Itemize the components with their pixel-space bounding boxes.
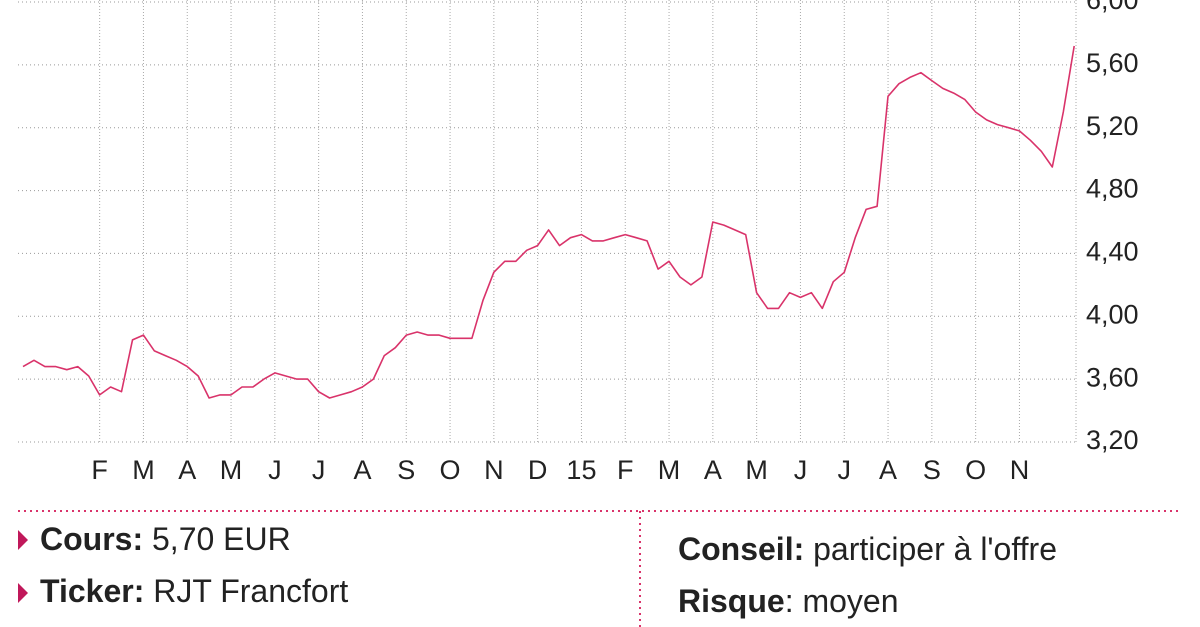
- y-tick-label: 4,40: [1086, 237, 1139, 267]
- x-tick-label: F: [617, 455, 634, 485]
- x-tick-label: J: [312, 455, 326, 485]
- x-tick-label: S: [923, 455, 941, 485]
- y-tick-label: 5,20: [1086, 111, 1139, 141]
- bullet: [18, 530, 28, 550]
- info-label: Cours:: [40, 521, 143, 557]
- y-tick-label: 3,20: [1086, 425, 1139, 455]
- info-row: Cours: 5,70 EUR: [40, 521, 291, 557]
- y-tick-label: 5,60: [1086, 48, 1139, 78]
- x-tick-label: J: [794, 455, 808, 485]
- bullet: [18, 583, 28, 603]
- x-tick-label: J: [838, 455, 852, 485]
- info-row: Ticker: RJT Francfort: [40, 573, 348, 609]
- x-tick-label: M: [132, 455, 155, 485]
- y-tick-label: 6,00: [1086, 0, 1139, 15]
- x-tick-label: N: [1010, 455, 1030, 485]
- x-tick-label: N: [484, 455, 504, 485]
- x-tick-label: A: [704, 455, 722, 485]
- info-label: Ticker:: [40, 573, 144, 609]
- info-row: Risque: moyen: [678, 583, 899, 619]
- info-row: Conseil: participer à l'offre: [678, 531, 1057, 567]
- info-label: Risque: [678, 583, 785, 619]
- x-tick-label: M: [658, 455, 681, 485]
- x-tick-label: S: [397, 455, 415, 485]
- x-tick-label: F: [91, 455, 108, 485]
- x-tick-label: D: [528, 455, 548, 485]
- x-tick-label: A: [879, 455, 897, 485]
- price-line: [22, 45, 1075, 399]
- y-tick-label: 4,80: [1086, 174, 1139, 204]
- x-tick-label: M: [220, 455, 243, 485]
- y-tick-label: 4,00: [1086, 299, 1139, 329]
- info-value: : moyen: [785, 583, 899, 619]
- x-tick-label: O: [965, 455, 986, 485]
- info-value: 5,70 EUR: [152, 521, 291, 557]
- info-label: Conseil:: [678, 531, 804, 567]
- x-tick-label: A: [353, 455, 371, 485]
- x-tick-label: J: [268, 455, 282, 485]
- info-value: participer à l'offre: [813, 531, 1057, 567]
- x-tick-label: A: [178, 455, 196, 485]
- y-tick-label: 3,60: [1086, 362, 1139, 392]
- x-tick-label: O: [440, 455, 461, 485]
- x-tick-label: 15: [566, 455, 596, 485]
- info-value: RJT Francfort: [153, 573, 348, 609]
- x-tick-label: M: [745, 455, 768, 485]
